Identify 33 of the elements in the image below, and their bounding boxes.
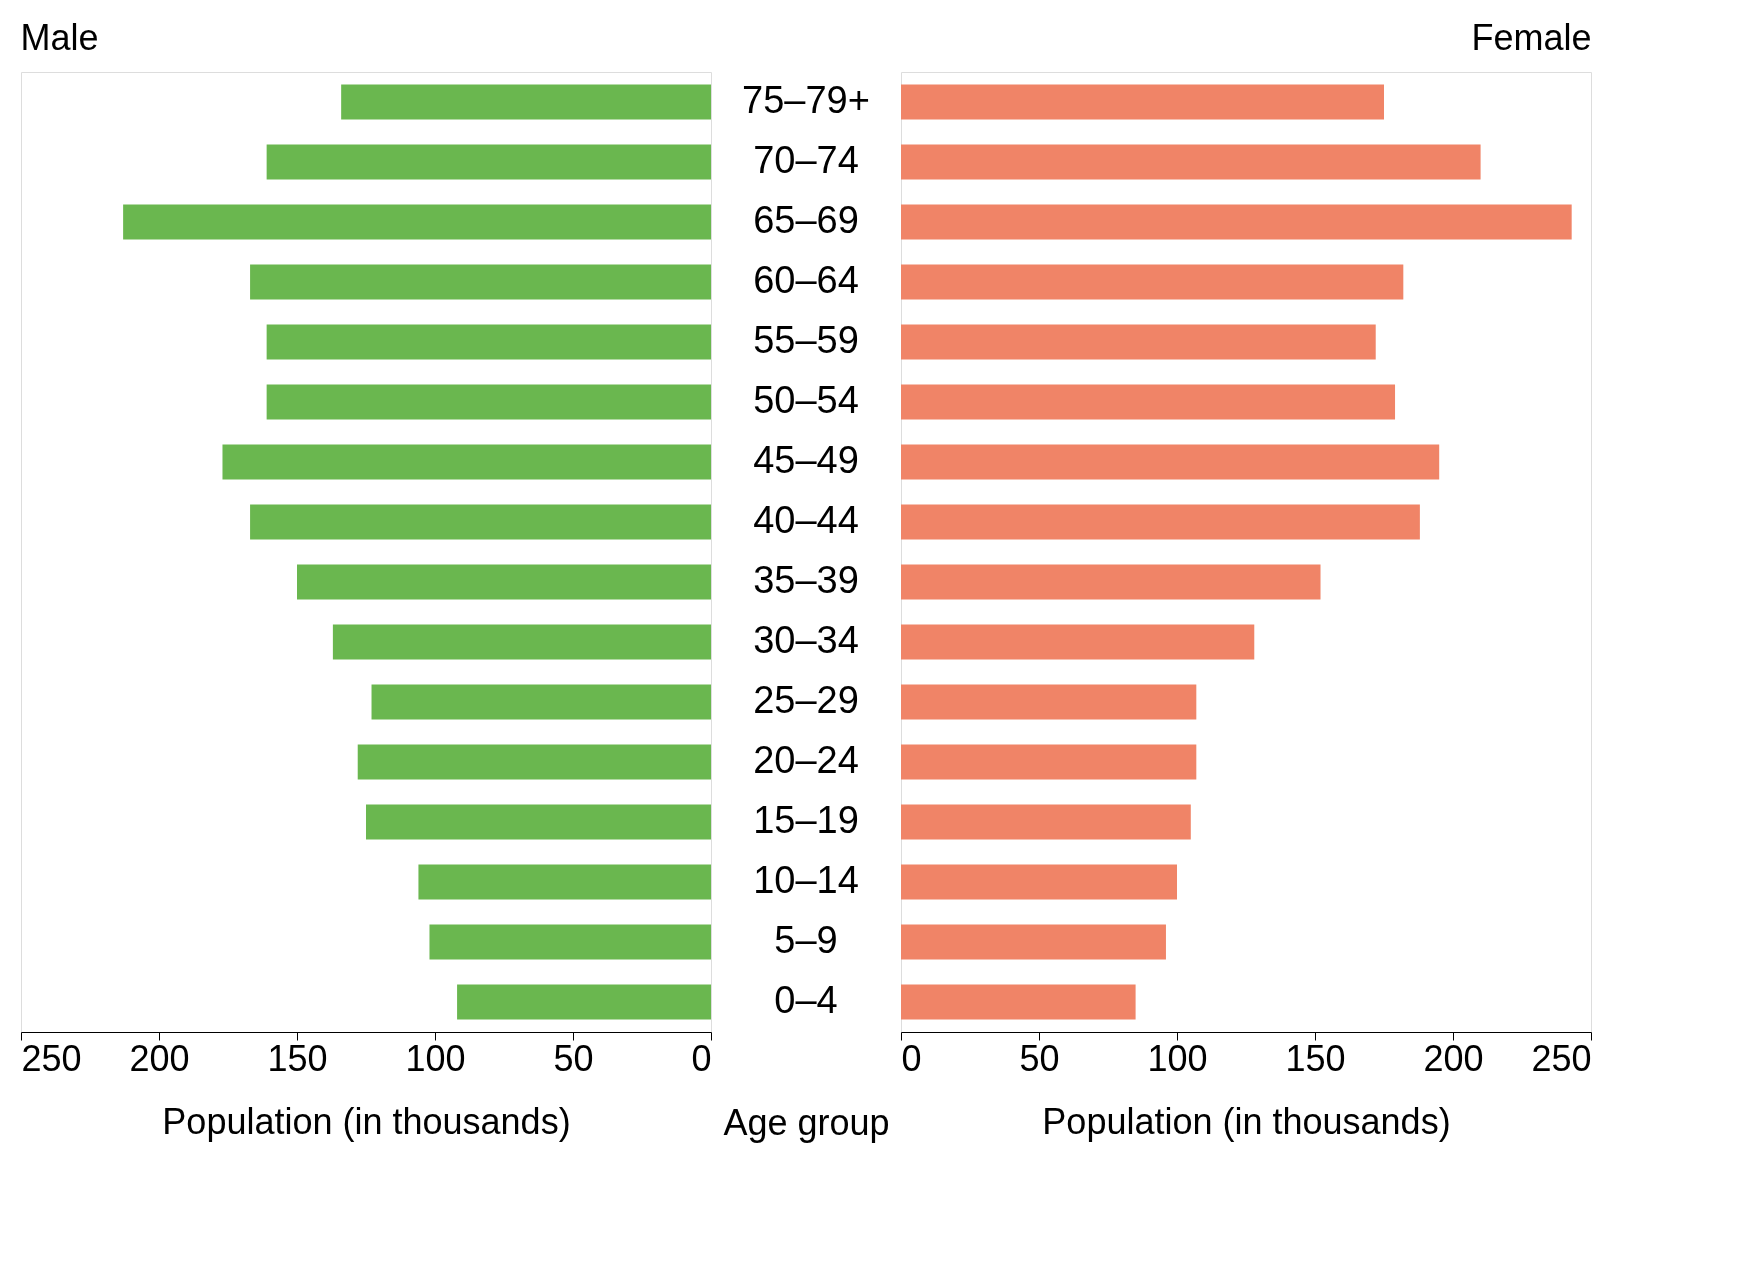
y-tick-label: 40–44 — [753, 499, 859, 541]
x-tick-label: 200 — [1423, 1037, 1484, 1079]
y-tick-label: 55–59 — [753, 319, 859, 361]
y-tick-label: 65–69 — [753, 199, 859, 241]
y-tick-label: 5–9 — [774, 919, 838, 961]
y-tick-label: 50–54 — [753, 379, 859, 421]
x-tick-label: 50 — [1019, 1037, 1060, 1079]
y-tick-label: 35–39 — [753, 559, 859, 601]
y-tick-label: 75–79+ — [742, 79, 870, 121]
x-tick-label: 50 — [553, 1037, 594, 1079]
x-tick-label: 250 — [1531, 1037, 1592, 1079]
y-tick-label: 30–34 — [753, 619, 859, 661]
x-axis-title: Population (in thousands) — [1042, 1100, 1451, 1142]
y-tick-label: 10–14 — [753, 859, 859, 901]
x-axis-title: Population (in thousands) — [162, 1100, 571, 1142]
chart-title: Female — [1471, 17, 1592, 58]
x-tick-label: 250 — [21, 1037, 82, 1079]
chart-title: Male — [20, 17, 99, 58]
y-tick-label: 25–29 — [753, 679, 859, 721]
y-tick-label: 20–24 — [753, 739, 859, 781]
y-tick-label: 45–49 — [753, 439, 859, 481]
y-tick-label: 0–4 — [774, 979, 838, 1021]
x-tick-label: 0 — [901, 1037, 922, 1079]
x-tick-label: 100 — [405, 1037, 466, 1079]
y-tick-label: 60–64 — [753, 259, 859, 301]
x-tick-label: 200 — [129, 1037, 190, 1079]
y-tick-label: 15–19 — [753, 799, 859, 841]
y-tick-label: 70–74 — [753, 139, 859, 181]
x-tick-label: 0 — [691, 1037, 712, 1079]
x-tick-label: 100 — [1147, 1037, 1208, 1079]
x-tick-label: 150 — [1285, 1037, 1346, 1079]
y-axis-title: Age group — [723, 1101, 890, 1143]
x-tick-label: 150 — [267, 1037, 328, 1079]
